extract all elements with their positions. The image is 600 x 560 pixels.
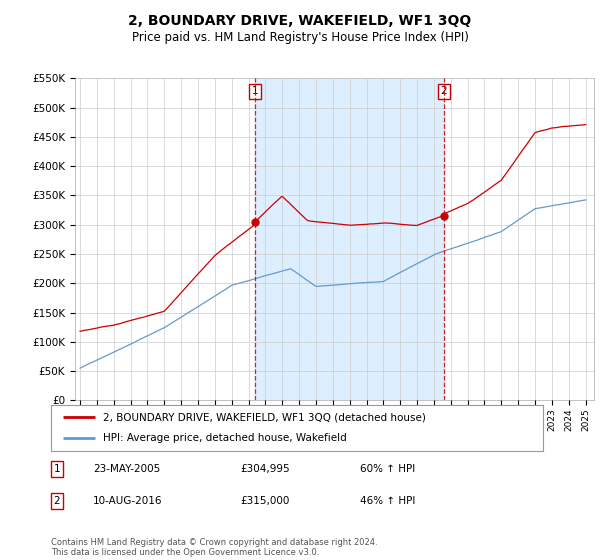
Text: 46% ↑ HPI: 46% ↑ HPI: [360, 496, 415, 506]
Text: 2, BOUNDARY DRIVE, WAKEFIELD, WF1 3QQ (detached house): 2, BOUNDARY DRIVE, WAKEFIELD, WF1 3QQ (d…: [103, 412, 425, 422]
Text: £304,995: £304,995: [240, 464, 290, 474]
Text: £315,000: £315,000: [240, 496, 289, 506]
Text: HPI: Average price, detached house, Wakefield: HPI: Average price, detached house, Wake…: [103, 433, 346, 444]
Text: Price paid vs. HM Land Registry's House Price Index (HPI): Price paid vs. HM Land Registry's House …: [131, 31, 469, 44]
Text: 10-AUG-2016: 10-AUG-2016: [93, 496, 163, 506]
Text: 1: 1: [53, 464, 61, 474]
Bar: [255, 78, 444, 400]
Text: 2: 2: [53, 496, 61, 506]
Text: 2: 2: [441, 86, 448, 96]
Text: Contains HM Land Registry data © Crown copyright and database right 2024.
This d: Contains HM Land Registry data © Crown c…: [51, 538, 377, 557]
Text: 1: 1: [252, 86, 259, 96]
Text: 60% ↑ HPI: 60% ↑ HPI: [360, 464, 415, 474]
Text: 23-MAY-2005: 23-MAY-2005: [93, 464, 160, 474]
Text: 2, BOUNDARY DRIVE, WAKEFIELD, WF1 3QQ: 2, BOUNDARY DRIVE, WAKEFIELD, WF1 3QQ: [128, 14, 472, 28]
